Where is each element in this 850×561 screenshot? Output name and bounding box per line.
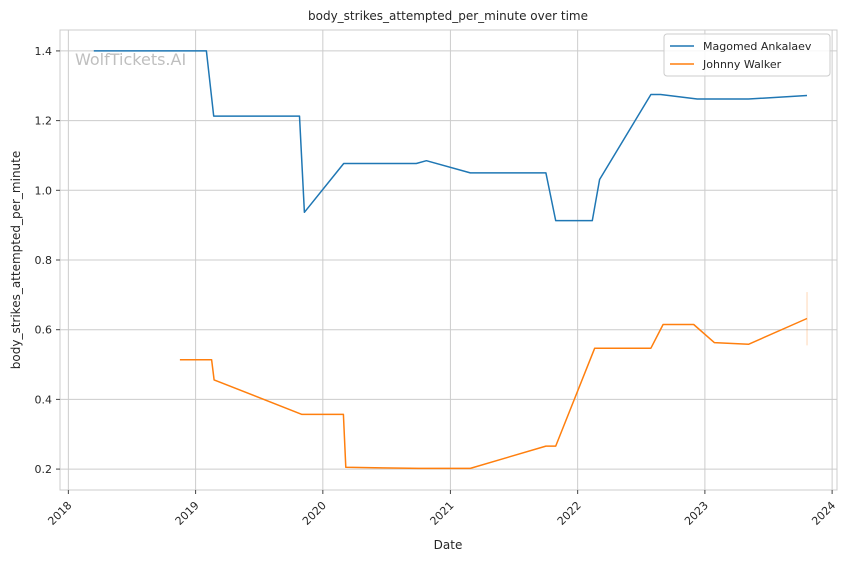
y-tick-label-2: 0.6 [35, 324, 53, 337]
series-line-magomed-ankalaev [93, 50, 808, 222]
series-line-johnny-walker [179, 317, 808, 470]
x-axis-label: Date [434, 538, 463, 552]
legend: Magomed Ankalaev Johnny Walker [663, 33, 831, 77]
y-tick-label-0: 0.2 [35, 463, 53, 476]
legend-label-magomed-ankalaev: Magomed Ankalaev [703, 40, 812, 53]
legend-box [663, 33, 831, 77]
watermark-text: WolfTickets.AI [75, 50, 186, 69]
y-axis-ticks: 0.2 0.4 0.6 0.8 1.0 1.2 1.4 [35, 45, 60, 476]
series-layer [93, 50, 808, 470]
y-tick-label-3: 0.8 [35, 254, 53, 267]
y-tick-label-4: 1.0 [35, 184, 53, 197]
y-tick-label-6: 1.4 [35, 45, 53, 58]
y-axis-label: body_strikes_attempted_per_minute [9, 151, 23, 369]
chart-title: body_strikes_attempted_per_minute over t… [308, 9, 588, 23]
y-tick-label-5: 1.2 [35, 115, 53, 128]
legend-label-johnny-walker: Johnny Walker [702, 58, 782, 71]
y-tick-label-1: 0.4 [35, 393, 53, 406]
